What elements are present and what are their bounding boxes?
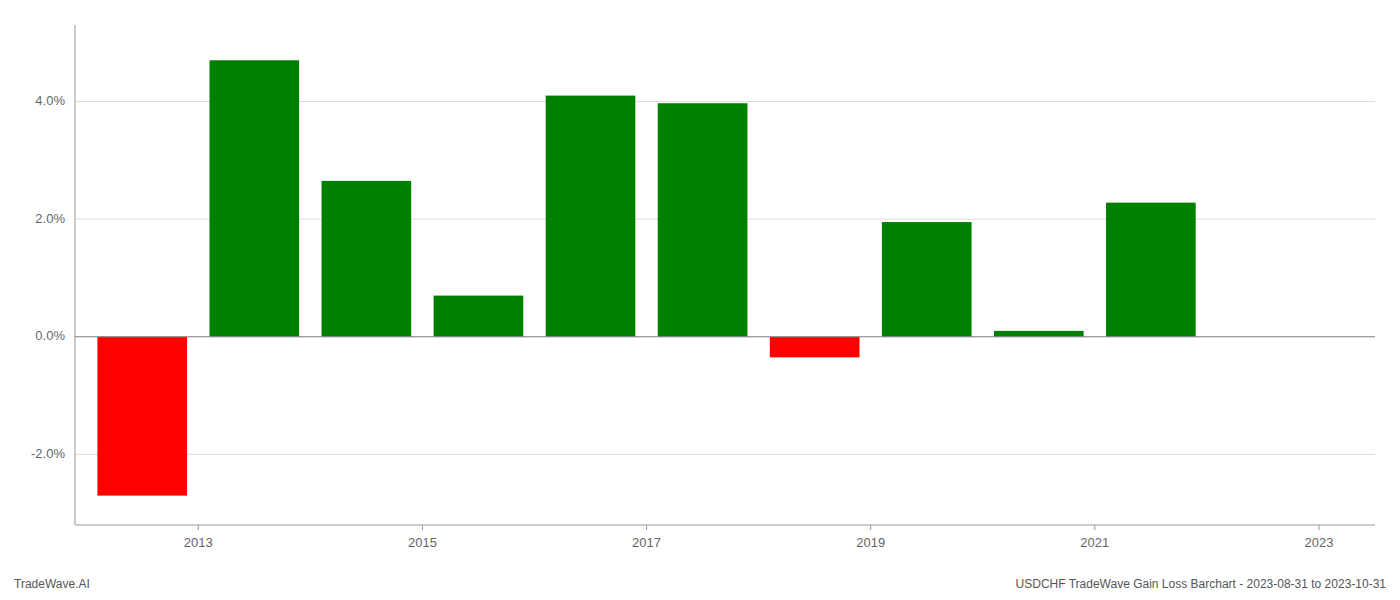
bar [658,103,748,337]
bar [546,96,636,337]
x-tick-label: 2017 [632,535,661,550]
x-tick-label: 2013 [184,535,213,550]
bar [1106,203,1196,337]
bar [97,337,187,496]
y-axis-line [75,25,76,525]
bar [209,60,299,336]
grid-line [75,454,1375,455]
footer-text: TradeWave.AI [14,577,90,591]
x-tick [1094,525,1095,530]
chart-svg: -2.0% 0.0% 2.0% 4.0% 2013 2015 2017 2019 2021 202… [0,0,1400,600]
background [0,0,1400,600]
zero-line [75,336,1375,337]
x-tick-label: 2023 [1305,535,1334,550]
x-tick [422,525,423,530]
x-tick-label: 2021 [1080,535,1109,550]
bars [97,60,1195,495]
y-tick-label: -2.0% [31,446,65,461]
bar [770,337,860,358]
x-tick [198,525,199,530]
bar [322,181,412,337]
y-tick-label: 2.0% [35,211,65,226]
bar [434,296,524,337]
bar [882,222,972,337]
x-tick-label: 2015 [408,535,437,550]
y-tick-label: 0.0% [35,328,65,343]
chart-container: -2.0% 0.0% 2.0% 4.0% 2013 2015 2017 2019 2021 202… [0,0,1400,600]
y-tick-label: 4.0% [35,93,65,108]
x-tick [1318,525,1319,530]
x-tick [646,525,647,530]
footer-text: USDCHF TradeWave Gain Loss Barchart - 20… [1016,577,1387,591]
x-axis-line [75,525,1375,526]
bar [994,331,1084,337]
grid-line [75,336,1375,337]
x-tick-label: 2019 [856,535,885,550]
x-tick [870,525,871,530]
